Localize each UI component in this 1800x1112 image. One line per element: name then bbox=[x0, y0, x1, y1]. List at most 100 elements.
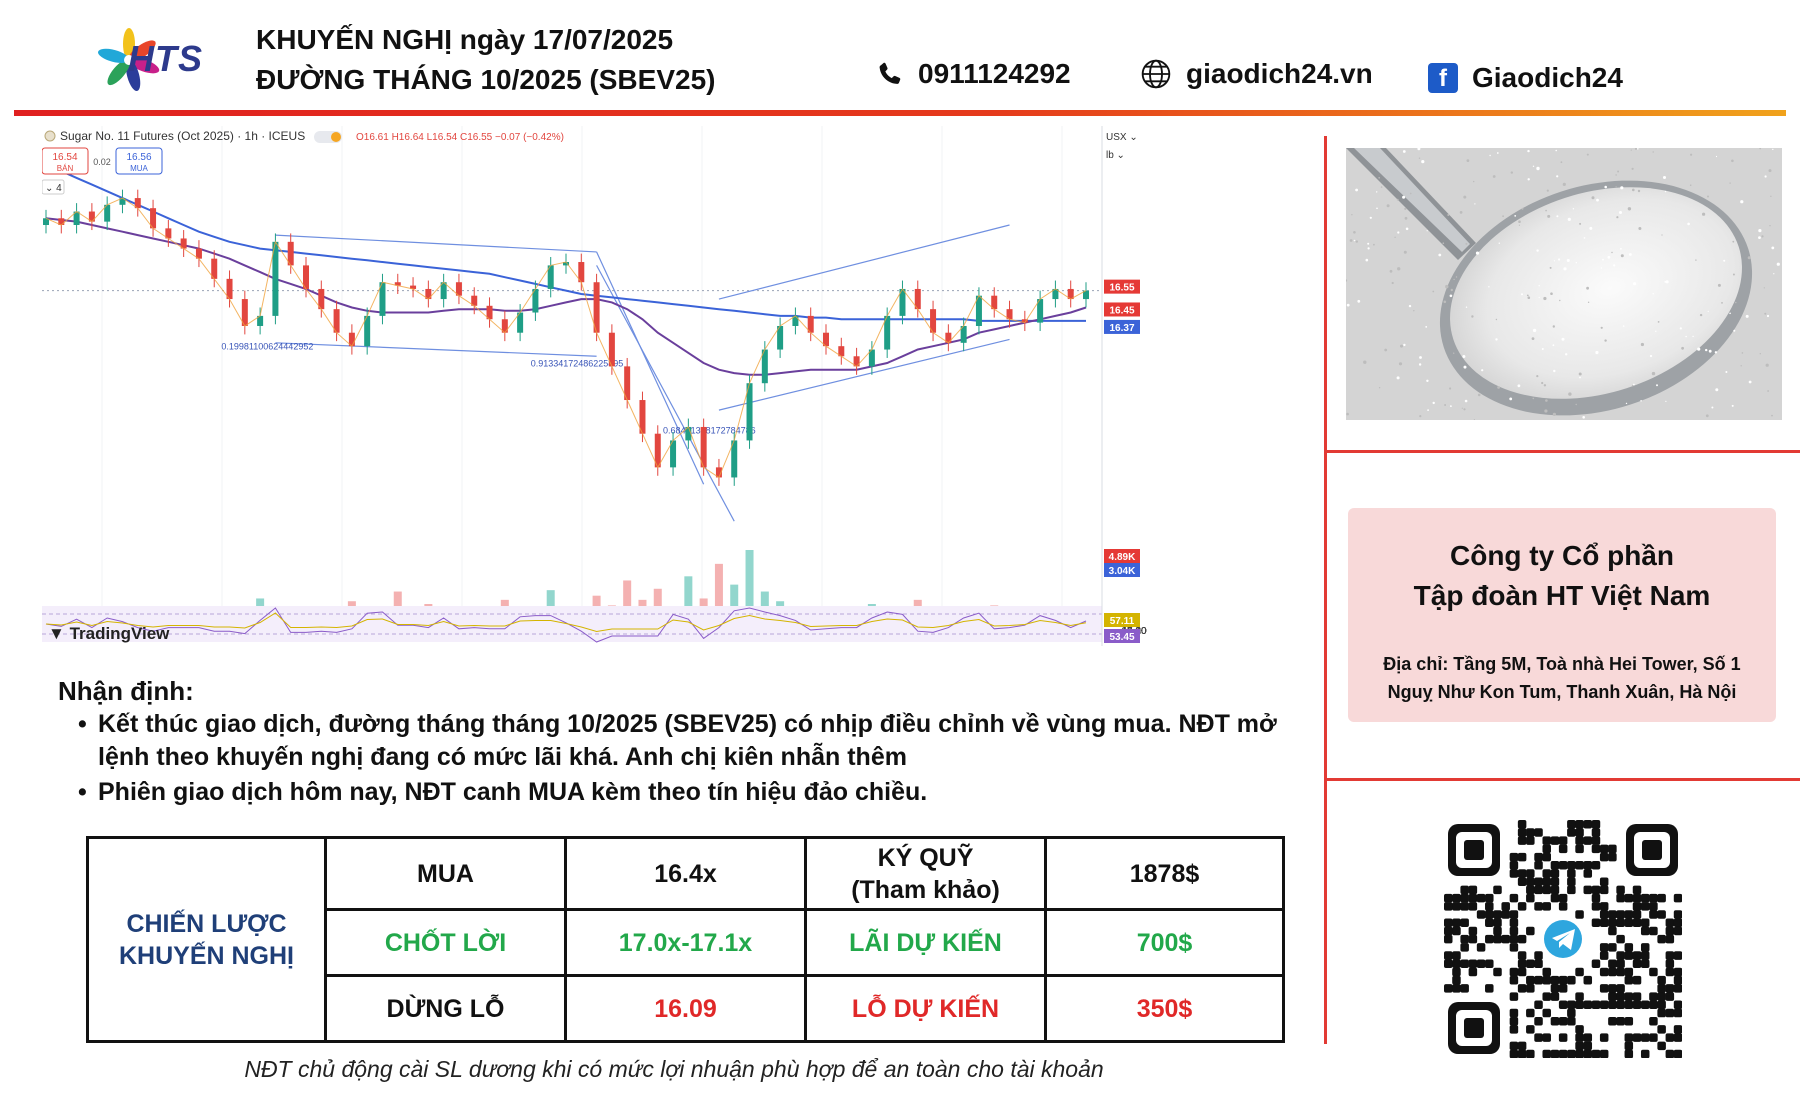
qr-module bbox=[1616, 885, 1625, 895]
qr-code[interactable] bbox=[1444, 820, 1682, 1058]
company-address: Nguỵ Như Kon Tum, Thanh Xuân, Hà Nội bbox=[1387, 682, 1737, 702]
sugar-grain bbox=[1536, 375, 1539, 378]
qr-module bbox=[1485, 959, 1494, 969]
qr-module bbox=[1517, 820, 1527, 829]
qr-module bbox=[1608, 1016, 1617, 1026]
facebook-icon: f bbox=[1428, 63, 1458, 93]
sugar-grain bbox=[1633, 383, 1635, 386]
sugar-grain bbox=[1384, 348, 1388, 352]
sugar-grain bbox=[1776, 262, 1780, 266]
contact-website[interactable]: giaodich24.vn bbox=[1140, 58, 1373, 90]
candle-body bbox=[440, 282, 447, 300]
qr-module bbox=[1673, 1008, 1682, 1018]
qr-finder-bottom-left bbox=[1448, 1002, 1500, 1054]
qr-module bbox=[1673, 1000, 1682, 1010]
qr-module bbox=[1591, 893, 1601, 903]
rsi-tag-bg bbox=[1104, 613, 1140, 627]
qr-module bbox=[1444, 959, 1453, 969]
qr-module bbox=[1485, 893, 1494, 903]
sugar-grain bbox=[1770, 195, 1772, 197]
sugar-grain bbox=[1438, 253, 1442, 257]
header-divider bbox=[14, 110, 1786, 116]
expected-loss-label: LỖ DỰ KIẾN bbox=[804, 974, 1047, 1043]
drawing-label: 0.19981100624442952 bbox=[221, 342, 313, 352]
sugar-grain bbox=[1502, 215, 1504, 218]
sugar-grain bbox=[1349, 239, 1353, 242]
qr-module bbox=[1608, 926, 1617, 936]
qr-module bbox=[1509, 910, 1519, 919]
qr-module bbox=[1632, 951, 1642, 960]
sugar-grain bbox=[1369, 216, 1372, 219]
sugar-grain bbox=[1620, 254, 1624, 258]
sugar-grain bbox=[1409, 192, 1412, 195]
candle-body bbox=[1021, 319, 1028, 323]
sugar-grain bbox=[1403, 343, 1406, 347]
candle-body bbox=[899, 288, 906, 316]
sugar-grain bbox=[1705, 414, 1709, 418]
sugar-grain bbox=[1373, 243, 1375, 246]
qr-module bbox=[1468, 885, 1478, 895]
candle-body bbox=[58, 218, 65, 226]
sugar-grain bbox=[1565, 353, 1568, 356]
qr-module bbox=[1640, 902, 1650, 911]
qr-module bbox=[1624, 943, 1634, 952]
qr-module bbox=[1460, 959, 1469, 969]
qr-module bbox=[1509, 967, 1519, 977]
sugar-grain bbox=[1625, 402, 1628, 405]
qr-module bbox=[1665, 1008, 1675, 1018]
qr-module bbox=[1509, 975, 1519, 985]
price-tag-bg bbox=[1104, 319, 1140, 334]
qr-module bbox=[1526, 828, 1535, 837]
sugar-grain bbox=[1357, 299, 1361, 303]
sugar-grain bbox=[1355, 188, 1358, 192]
qr-module bbox=[1558, 902, 1568, 911]
price-chart[interactable]: 0.19981100624442952 0.91334172486225895 0.… bbox=[42, 126, 1304, 650]
sugar-grain bbox=[1715, 388, 1719, 392]
qr-module bbox=[1632, 1000, 1642, 1010]
qr-module bbox=[1542, 877, 1551, 886]
qr-module bbox=[1558, 1049, 1568, 1058]
strategy-label-line: KHUYẾN NGHỊ bbox=[118, 941, 294, 970]
expected-profit-amount: 700$ bbox=[1044, 908, 1285, 977]
qr-module bbox=[1583, 1041, 1593, 1051]
qr-module bbox=[1534, 1000, 1543, 1010]
qr-module bbox=[1673, 918, 1682, 927]
candle-body bbox=[1067, 288, 1074, 300]
qr-module bbox=[1567, 877, 1576, 886]
sugar-grain bbox=[1615, 186, 1617, 188]
contact-phone[interactable]: 0911124292 bbox=[876, 58, 1071, 90]
qr-module bbox=[1583, 885, 1593, 895]
sugar-grain bbox=[1421, 160, 1425, 164]
qr-module bbox=[1616, 959, 1625, 969]
qr-module bbox=[1534, 902, 1543, 911]
candle-body bbox=[348, 332, 355, 347]
qr-module bbox=[1591, 918, 1601, 927]
qr-module bbox=[1632, 975, 1642, 985]
sugar-grain bbox=[1663, 176, 1666, 179]
qr-module bbox=[1444, 893, 1453, 903]
sugar-grain bbox=[1517, 384, 1521, 388]
qr-module bbox=[1591, 836, 1601, 845]
sugar-grain bbox=[1464, 399, 1468, 403]
qr-module bbox=[1567, 975, 1576, 985]
candle-body bbox=[838, 346, 845, 357]
candle-body bbox=[43, 218, 49, 226]
qr-module bbox=[1583, 1000, 1593, 1010]
indicator-count: ⌄ 4 bbox=[45, 183, 62, 194]
sugar-grain bbox=[1768, 169, 1772, 173]
candle-body bbox=[868, 349, 875, 367]
qr-module bbox=[1575, 861, 1584, 870]
qr-finder-top-right bbox=[1626, 824, 1678, 876]
sugar-grain bbox=[1615, 174, 1617, 176]
contact-facebook[interactable]: f Giaodich24 bbox=[1428, 62, 1623, 94]
report-subtitle: ĐƯỜNG THÁNG 10/2025 (SBEV25) bbox=[256, 64, 716, 95]
qr-module bbox=[1624, 1033, 1634, 1042]
qr-module bbox=[1632, 910, 1642, 919]
qr-module bbox=[1460, 934, 1469, 944]
qr-module bbox=[1567, 885, 1576, 895]
qr-module bbox=[1444, 934, 1453, 944]
qr-module bbox=[1493, 967, 1502, 977]
stop-loss-price: 16.09 bbox=[564, 974, 807, 1043]
entry-price: 16.4x bbox=[564, 836, 807, 911]
sugar-grain bbox=[1526, 294, 1529, 297]
